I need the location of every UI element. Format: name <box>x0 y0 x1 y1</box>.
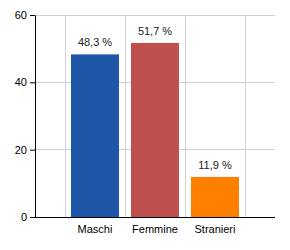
y-tick: 40 <box>15 76 35 88</box>
x-tick-label: Maschi <box>78 223 113 235</box>
y-tick-label: 0 <box>21 211 27 223</box>
grid-line-vertical <box>65 15 66 217</box>
y-axis-line <box>35 16 36 218</box>
bars <box>71 43 239 217</box>
data-label: 11,9 % <box>198 159 232 171</box>
y-tick-mark <box>30 150 35 151</box>
data-label: 48,3 % <box>78 36 112 48</box>
x-tick-label: Stranieri <box>195 223 236 235</box>
y-tick: 20 <box>15 144 35 156</box>
data-labels: 48,3 % 51,7 % 11,9 % <box>78 25 232 171</box>
y-tick-mark <box>30 217 35 218</box>
x-tick: Maschi <box>78 217 113 235</box>
grid <box>35 15 275 217</box>
x-tick: Femmine <box>132 217 178 235</box>
y-tick-label: 40 <box>15 76 27 88</box>
bar <box>131 43 179 217</box>
bar <box>191 177 239 217</box>
y-tick-mark <box>30 82 35 83</box>
grid-line-vertical <box>185 15 186 217</box>
grid-line-vertical <box>245 15 246 217</box>
grid-line-vertical <box>125 15 126 217</box>
y-tick-label: 20 <box>15 144 27 156</box>
grid-line <box>35 15 275 16</box>
x-axis-line <box>35 217 275 218</box>
y-tick: 0 <box>21 211 35 223</box>
y-axis: 0 20 40 60 <box>15 9 36 223</box>
x-tick: Stranieri <box>195 217 236 235</box>
y-tick-mark <box>30 15 35 16</box>
chart: 0 20 40 60 Maschi Femmine Stranieri 48,3 % 51,7 … <box>0 0 290 250</box>
bar <box>71 54 119 217</box>
x-axis: Maschi Femmine Stranieri <box>35 217 275 235</box>
y-tick: 60 <box>15 9 35 21</box>
data-label: 51,7 % <box>138 25 172 37</box>
x-tick-label: Femmine <box>132 223 178 235</box>
y-tick-label: 60 <box>15 9 27 21</box>
